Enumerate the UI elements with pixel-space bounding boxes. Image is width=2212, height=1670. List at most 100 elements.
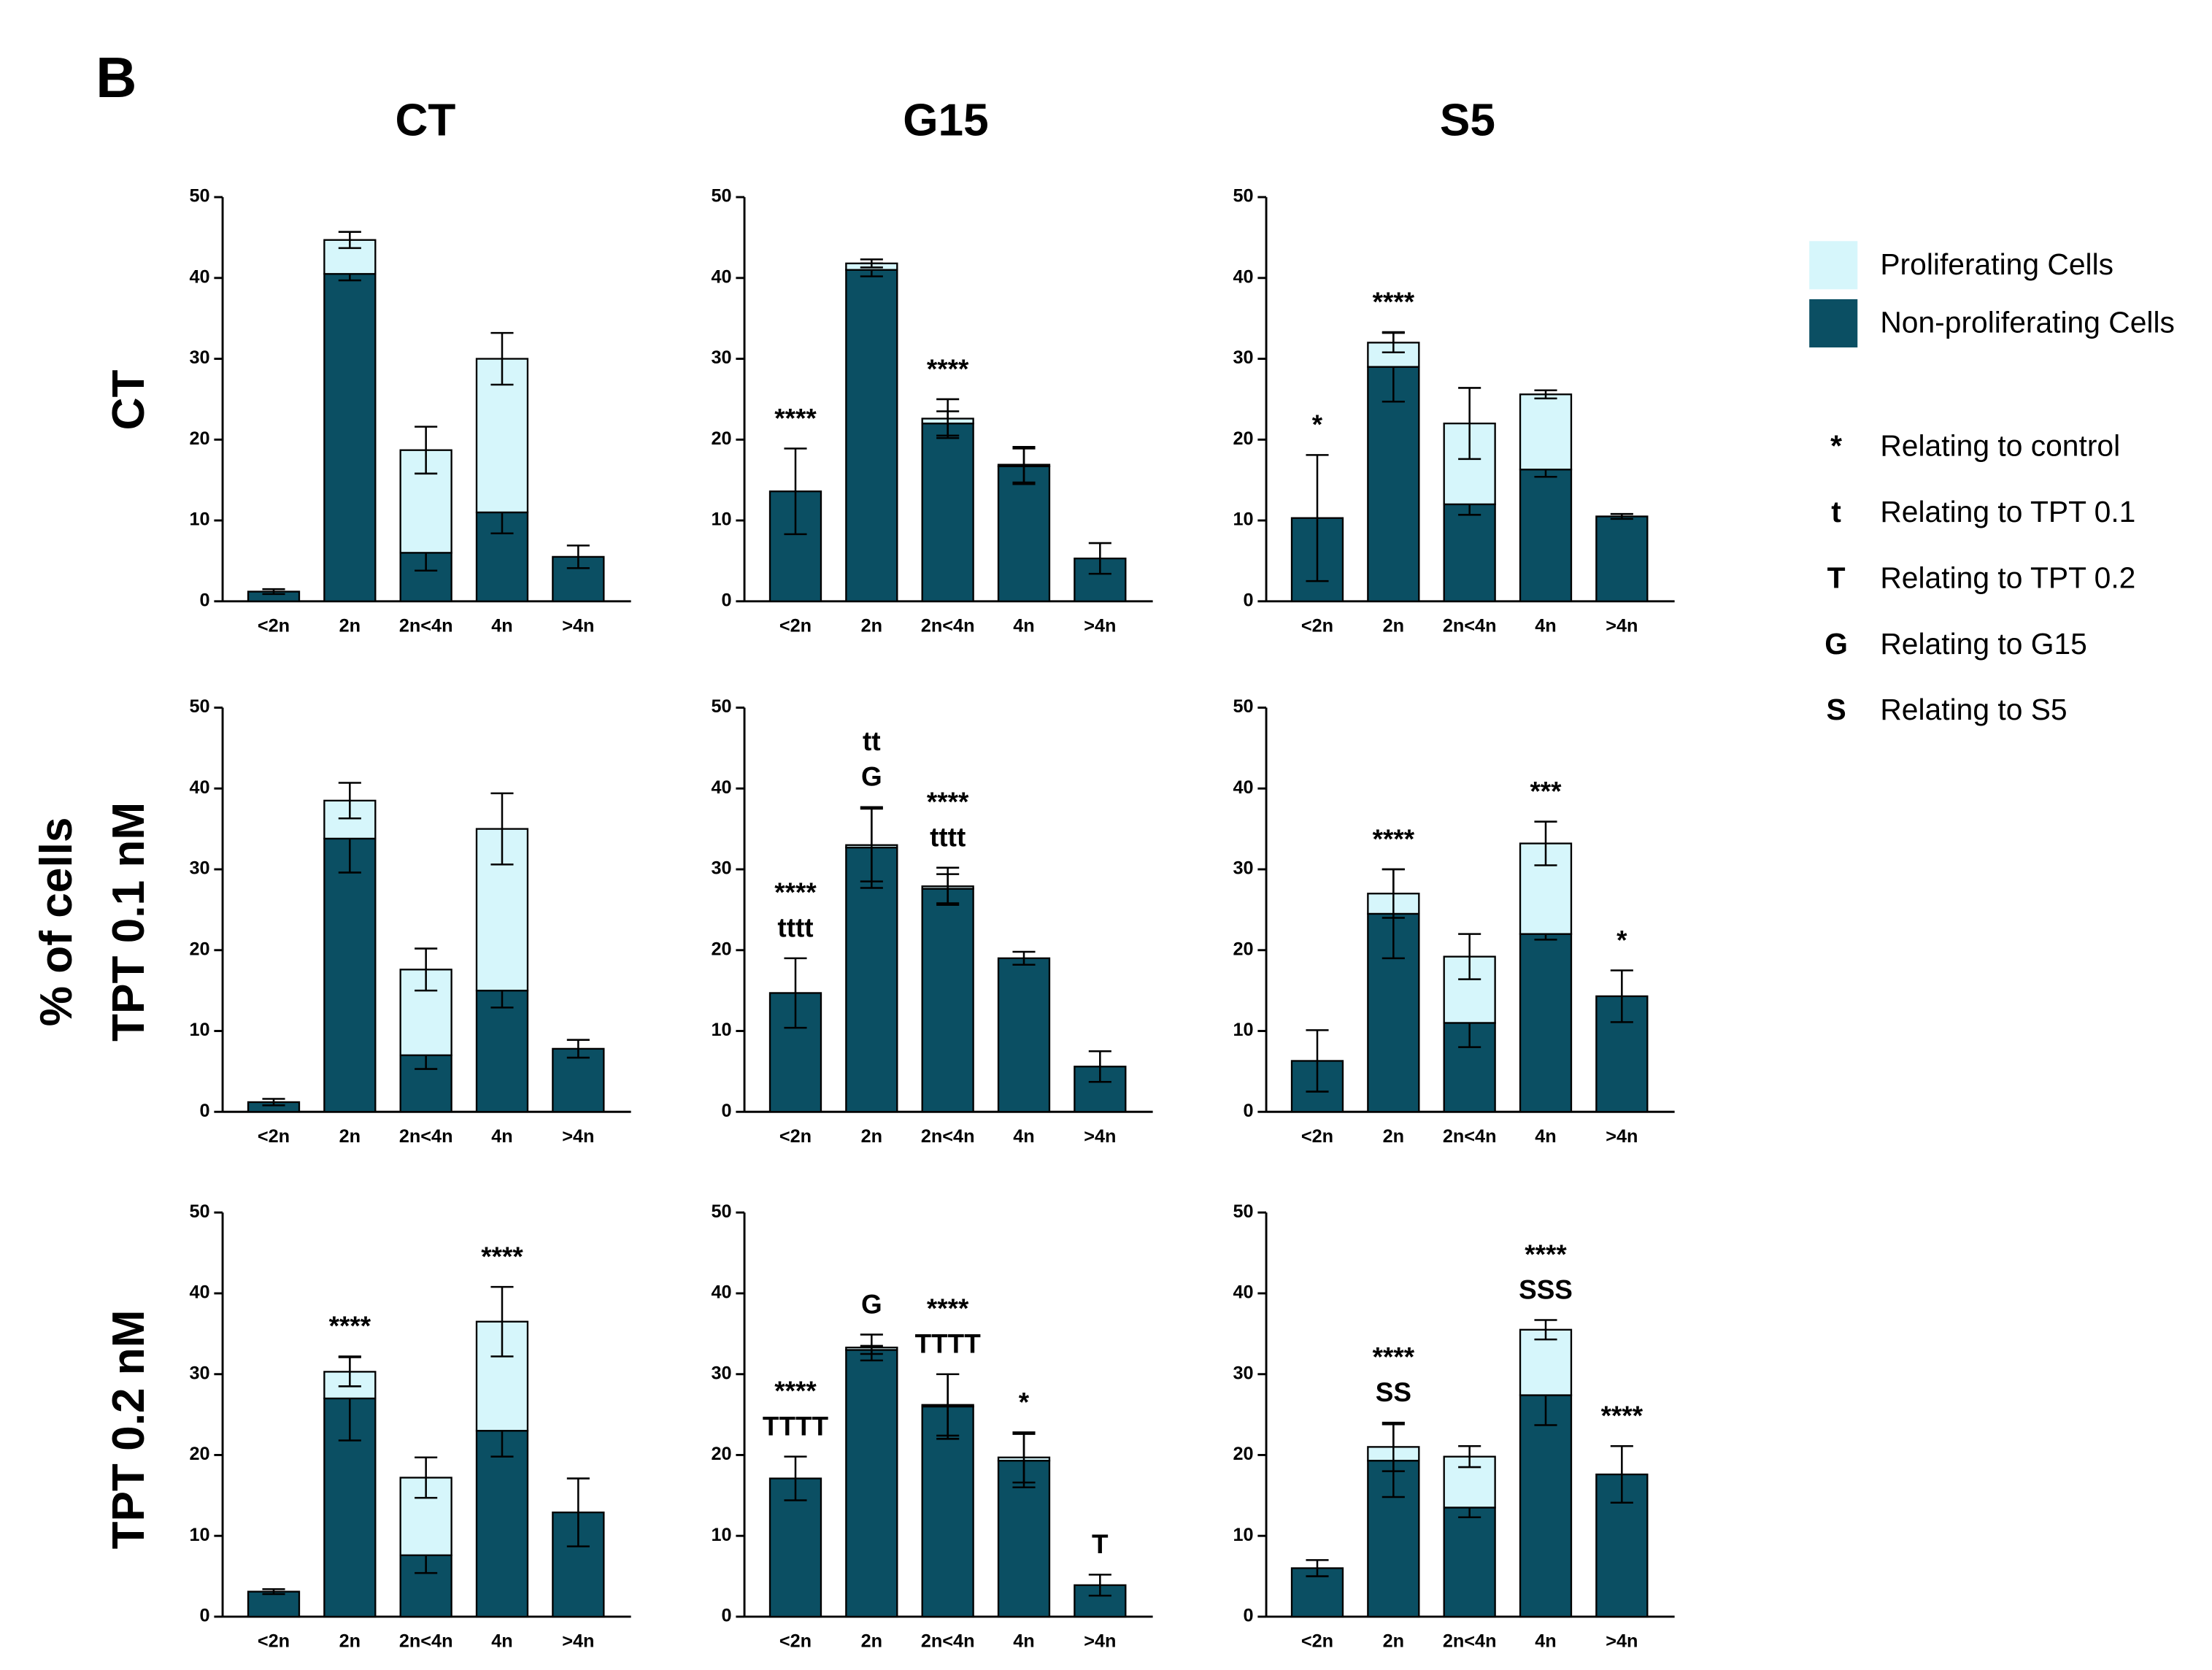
annotation: SSS: [1519, 1274, 1573, 1304]
row-title: CT: [104, 369, 154, 430]
legend-swatch: [1809, 299, 1858, 348]
x-tick-label: 2n: [1383, 615, 1404, 636]
y-tick-label: 20: [189, 1444, 209, 1464]
error-bar: [784, 957, 807, 1029]
note-text: Relating to TPT 0.2: [1880, 561, 2135, 594]
x-tick-label: <2n: [1301, 1631, 1333, 1652]
bar-segment: [399, 969, 452, 1056]
y-tick-label: 0: [200, 1606, 210, 1626]
y-tick-label: 40: [1233, 266, 1253, 287]
error-bar: [936, 866, 960, 907]
bar-segment: [921, 422, 974, 602]
error-bar: [1458, 387, 1481, 461]
annotation: *: [1616, 925, 1627, 955]
bar-segment: [323, 273, 377, 602]
x-tick-label: 2n<4n: [399, 1126, 453, 1147]
y-tick-label: 10: [1233, 1525, 1253, 1545]
x-tick-label: 2n: [339, 1126, 361, 1147]
bar-segment: [1519, 933, 1573, 1113]
error-bar: [860, 807, 883, 882]
x-tick-label: >4n: [562, 1126, 594, 1147]
bar-segment: [768, 1477, 822, 1618]
y-tick-label: 50: [189, 696, 209, 717]
error-bar: [1306, 454, 1329, 582]
error-bar: [1381, 1421, 1405, 1472]
x-tick-label: 2n: [861, 1631, 882, 1652]
column-title: S5: [1440, 95, 1495, 145]
error-bar: [490, 792, 514, 866]
note-symbol: *: [1830, 429, 1842, 463]
x-tick-label: 4n: [491, 1631, 512, 1652]
y-tick-label: 50: [189, 186, 209, 207]
y-tick-label: 20: [1233, 939, 1253, 959]
x-tick-label: 2n<4n: [399, 615, 453, 636]
annotation: ****: [329, 1311, 371, 1341]
x-tick-label: 2n<4n: [399, 1631, 453, 1652]
panel-label: B: [96, 47, 136, 109]
bar-segment: [1290, 1567, 1344, 1618]
x-tick-label: 2n<4n: [921, 1631, 975, 1652]
bar-segment: [997, 957, 1051, 1113]
error-bar: [860, 1334, 883, 1362]
y-tick-label: 40: [711, 266, 731, 287]
row-title: TPT 0.1 nM: [104, 802, 154, 1042]
y-tick-label: 0: [200, 590, 210, 610]
legend-swatch: [1809, 241, 1858, 290]
y-tick-label: 50: [1233, 186, 1253, 207]
y-tick-label: 20: [1233, 428, 1253, 449]
bar-segment: [552, 1047, 605, 1113]
y-tick-label: 10: [711, 1525, 731, 1545]
bar-segment: [247, 1590, 301, 1618]
error-bar: [1381, 868, 1405, 919]
error-bar: [1306, 1559, 1329, 1577]
y-tick-label: 50: [189, 1201, 209, 1222]
error-bar: [262, 1588, 285, 1596]
x-tick-label: <2n: [1301, 1126, 1333, 1147]
y-tick-label: 30: [189, 858, 209, 879]
y-tick-label: 40: [189, 1282, 209, 1303]
annotation: ****: [774, 403, 817, 433]
error-bar: [1534, 1319, 1557, 1341]
error-bar: [1458, 933, 1481, 980]
error-bar: [262, 588, 285, 596]
error-bar: [338, 231, 361, 250]
bar-segment: [1443, 1507, 1496, 1618]
error-bar: [338, 1356, 361, 1388]
error-bar: [1012, 1431, 1036, 1484]
bar-segment: [323, 837, 377, 1113]
x-tick-label: 2n: [861, 615, 882, 636]
x-tick-label: <2n: [779, 1126, 812, 1147]
error-bar: [1534, 820, 1557, 866]
y-tick-label: 0: [1244, 1101, 1254, 1121]
x-tick-label: >4n: [1606, 1126, 1638, 1147]
y-tick-label: 20: [711, 939, 731, 959]
bar-segment: [1519, 1328, 1573, 1396]
annotation: tt: [863, 726, 881, 756]
y-tick-label: 50: [711, 186, 731, 207]
y-tick-label: 0: [722, 590, 732, 610]
bar-segment: [475, 989, 529, 1113]
y-tick-label: 30: [711, 347, 731, 368]
bar-segment: [997, 465, 1051, 602]
annotation: ****: [927, 787, 969, 817]
error-bar: [566, 1039, 590, 1059]
bar-segment: [1519, 1394, 1573, 1618]
y-tick-label: 30: [1233, 1363, 1253, 1383]
error-bar: [1610, 1445, 1633, 1504]
x-tick-label: 4n: [1013, 615, 1034, 636]
y-tick-label: 40: [711, 777, 731, 798]
error-bar: [262, 1098, 285, 1107]
error-bar: [1012, 446, 1036, 484]
error-bar: [1306, 1029, 1329, 1093]
x-tick-label: <2n: [258, 1126, 290, 1147]
annotation: ****: [1525, 1239, 1567, 1269]
x-tick-label: <2n: [258, 615, 290, 636]
annotation: SS: [1376, 1377, 1411, 1407]
y-tick-label: 0: [200, 1101, 210, 1121]
annotation: ****: [774, 877, 817, 907]
note-symbol: S: [1827, 693, 1846, 726]
error-bar: [860, 258, 883, 269]
note-text: Relating to TPT 0.1: [1880, 495, 2135, 528]
y-tick-label: 40: [189, 777, 209, 798]
